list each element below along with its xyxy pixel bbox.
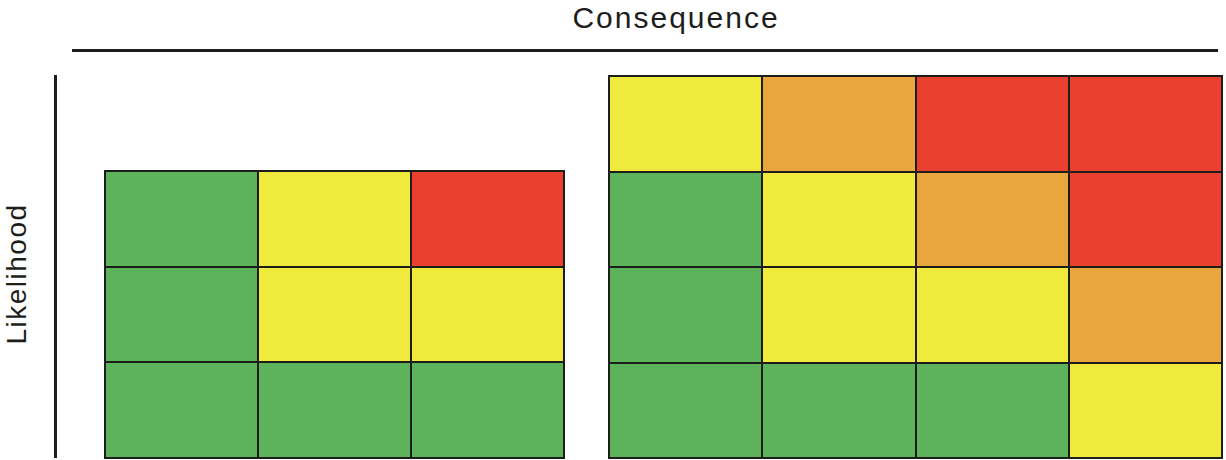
matrix-cell-orange [917,173,1068,267]
matrix-cell-green [412,363,563,457]
matrix-cell-green [106,268,257,362]
matrix-cell-red [1070,77,1221,171]
matrix-cell-green [259,363,410,457]
risk-matrix-3x3 [104,170,565,459]
matrix-cell-yellow [1070,364,1221,458]
matrix-cell-green [610,173,761,267]
matrix-cell-yellow [610,77,761,171]
consequence-axis-line [72,49,1218,52]
matrix-cell-green [106,363,257,457]
matrix-cell-yellow [259,172,410,266]
matrix-cell-yellow [917,268,1068,362]
matrix-cell-red [412,172,563,266]
risk-matrix-figure: Consequence Likelihood [0,0,1226,460]
matrix-cell-green [917,364,1068,458]
matrix-cell-yellow [763,268,914,362]
matrix-cell-green [610,364,761,458]
consequence-axis-title: Consequence [572,1,779,35]
matrix-cell-yellow [412,268,563,362]
likelihood-axis-line [54,75,57,458]
risk-matrix-4x4 [608,75,1223,459]
matrix-cell-orange [763,77,914,171]
matrix-cell-green [763,364,914,458]
matrix-cell-red [1070,173,1221,267]
matrix-cell-red [917,77,1068,171]
matrix-cell-green [610,268,761,362]
matrix-cell-yellow [259,268,410,362]
likelihood-axis-title: Likelihood [1,203,33,344]
matrix-cell-green [106,172,257,266]
matrix-cell-orange [1070,268,1221,362]
matrix-cell-yellow [763,173,914,267]
